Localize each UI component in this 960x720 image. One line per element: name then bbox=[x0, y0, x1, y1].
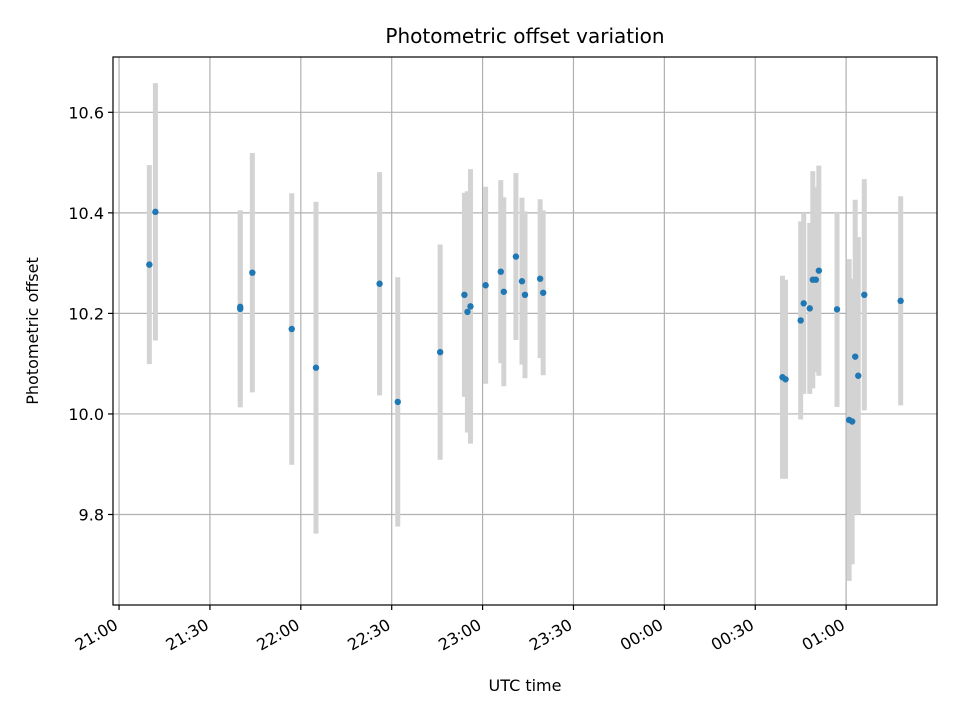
data-point bbox=[806, 305, 813, 312]
y-tick-label: 10.0 bbox=[68, 405, 104, 424]
data-point bbox=[146, 261, 153, 268]
data-point bbox=[815, 267, 823, 274]
y-axis-label: Photometric offset bbox=[23, 257, 42, 405]
data-point bbox=[797, 317, 804, 324]
data-point bbox=[897, 297, 904, 305]
data-point bbox=[833, 306, 841, 313]
data-point bbox=[852, 353, 859, 360]
x-axis-label: UTC time bbox=[489, 676, 562, 695]
data-point bbox=[237, 305, 244, 313]
y-axis: 9.8 10.0 10.2 10.4 10.6 bbox=[68, 103, 113, 525]
data-point bbox=[500, 288, 507, 295]
data-points bbox=[146, 208, 904, 425]
data-point bbox=[518, 278, 526, 285]
data-point bbox=[376, 280, 383, 287]
data-point bbox=[536, 275, 544, 282]
data-point bbox=[464, 308, 471, 316]
y-tick-label: 10.2 bbox=[68, 304, 104, 323]
data-point bbox=[467, 303, 474, 310]
data-point bbox=[497, 268, 504, 275]
data-point bbox=[436, 348, 444, 356]
data-point bbox=[812, 276, 820, 283]
data-point bbox=[800, 300, 807, 307]
data-point bbox=[461, 291, 468, 299]
data-point bbox=[539, 289, 547, 296]
data-point bbox=[848, 418, 856, 425]
plot-frame bbox=[112, 56, 938, 606]
data-point bbox=[288, 325, 295, 333]
data-point bbox=[521, 291, 529, 299]
y-tick-label: 10.6 bbox=[68, 103, 104, 122]
data-point bbox=[512, 253, 520, 260]
y-tick-label: 9.8 bbox=[79, 506, 104, 525]
data-point bbox=[861, 291, 868, 299]
data-point bbox=[855, 372, 862, 379]
data-point bbox=[152, 208, 159, 216]
data-point bbox=[782, 376, 789, 383]
chart-title: Photometric offset variation bbox=[385, 24, 664, 48]
y-tick-label: 10.4 bbox=[68, 204, 104, 223]
data-point bbox=[249, 269, 256, 276]
data-point bbox=[394, 398, 401, 406]
data-point bbox=[482, 282, 489, 289]
data-point bbox=[312, 364, 320, 371]
